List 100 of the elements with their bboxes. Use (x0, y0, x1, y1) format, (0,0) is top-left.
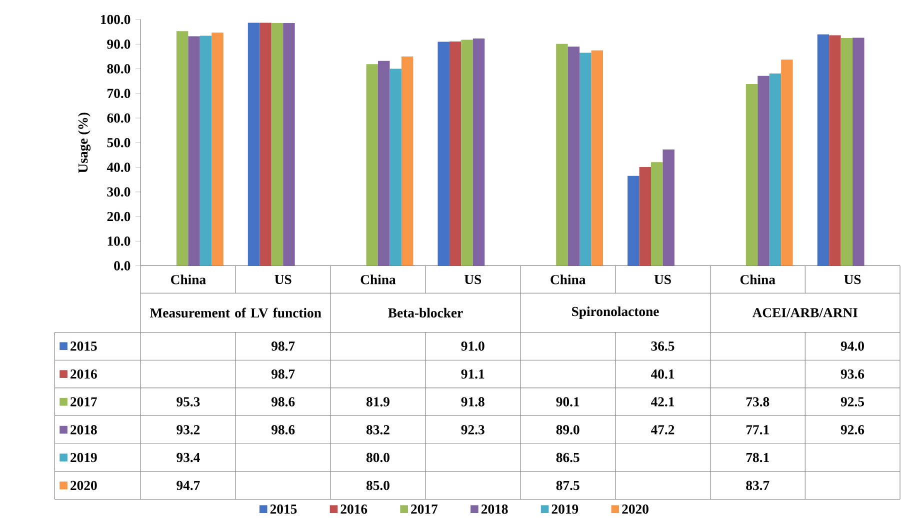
bar (366, 64, 378, 266)
data-label: 80.0 (366, 452, 390, 462)
data-label: 98.7 (272, 342, 295, 351)
legend-label: 2015 (70, 342, 97, 351)
data-label: 93.6 (840, 369, 864, 379)
x-tick-label: China (740, 274, 776, 284)
text: 2020 (70, 480, 97, 490)
bar (852, 38, 864, 266)
data-label: 91.1 (461, 369, 484, 379)
data-label: 85.0 (366, 480, 390, 490)
bar (662, 150, 674, 266)
bar (248, 22, 260, 266)
bar (200, 36, 212, 266)
y-tick-label: 30.0 (107, 187, 130, 197)
text: ACEI/ARB/ARNI (752, 308, 858, 318)
bar (378, 60, 390, 266)
data-label: 78.1 (746, 452, 769, 462)
data-label: 86.5 (556, 452, 580, 462)
data-label: 93.4 (176, 452, 200, 462)
data-label: 95.3 (176, 397, 200, 406)
data-label: 98.6 (272, 425, 295, 434)
y-tick-label: 40.0 (106, 162, 130, 172)
data-label: 81.9 (366, 397, 390, 407)
bar (651, 162, 663, 266)
x-tick-label: China (550, 274, 586, 284)
y-tick-label: 0.0 (114, 261, 130, 270)
bar (817, 34, 830, 266)
bar (769, 74, 782, 266)
bar (840, 38, 853, 266)
data-label: 91.8 (461, 397, 484, 407)
text: 2015 (270, 504, 297, 514)
data-label: 42.1 (650, 397, 674, 406)
bar (781, 60, 793, 266)
text: Beta-blocker (388, 308, 463, 318)
bar (746, 84, 758, 266)
y-tick-label: 20.0 (107, 212, 130, 222)
bar (461, 40, 473, 266)
y-tick-label: 50.0 (107, 138, 130, 148)
bar (401, 56, 414, 266)
bar (438, 42, 450, 266)
data-label: 94.7 (176, 480, 200, 490)
x-tick-label: US (844, 274, 861, 284)
data-label: 73.8 (746, 397, 770, 407)
y-axis-title: Usage (%) (78, 112, 91, 173)
y-tick-label: 100.0 (101, 14, 130, 24)
bar (176, 31, 188, 266)
bar (271, 23, 284, 266)
data-label: 92.6 (840, 425, 864, 434)
data-label: 83.7 (746, 480, 770, 490)
bar (283, 23, 295, 266)
legend-label: 2016 (70, 370, 97, 379)
data-label: 93.2 (176, 425, 200, 434)
legend-label: 2017 (70, 397, 97, 406)
x-tick-label: US (464, 274, 482, 284)
bar (829, 35, 841, 266)
bar (556, 44, 568, 266)
text: 2018 (481, 504, 508, 514)
data-label: 98.7 (272, 369, 295, 379)
data-label: 89.0 (556, 425, 580, 434)
y-tick-label: 90.0 (107, 40, 130, 49)
bar (758, 76, 770, 266)
legend-label: 2018 (70, 425, 97, 434)
data-label: 90.1 (556, 397, 580, 407)
data-label: 83.2 (366, 425, 390, 434)
bar (591, 50, 603, 266)
data-label: 94.0 (840, 342, 864, 351)
text: Measurement of LV function (150, 308, 322, 318)
x-tick-label: China (360, 274, 396, 284)
data-label: 92.3 (461, 425, 484, 434)
bar (472, 38, 485, 266)
bar (639, 167, 652, 266)
data-label: 40.1 (650, 369, 674, 379)
bar (628, 176, 640, 266)
data-label: 36.5 (651, 342, 674, 351)
y-tick-label: 10.0 (108, 236, 130, 246)
text: 2019 (552, 504, 578, 514)
data-label: 47.2 (650, 425, 674, 434)
data-label: 92.5 (840, 397, 864, 406)
bar (212, 32, 224, 266)
data-label: 87.5 (556, 480, 580, 490)
legend-label: 2019 (70, 452, 97, 462)
text: 2016 (340, 504, 368, 514)
bar (580, 52, 592, 266)
y-tick-label: 80.0 (107, 64, 130, 74)
x-tick-label: US (274, 274, 292, 284)
bar (568, 46, 580, 266)
x-tick-label: US (654, 274, 671, 284)
y-tick-label: 70.0 (108, 88, 130, 98)
bar (188, 36, 200, 266)
text: 2017 (411, 504, 438, 514)
bar (390, 68, 402, 266)
bar (449, 42, 462, 266)
data-label: 98.6 (272, 397, 295, 407)
data-label: 77.1 (746, 425, 769, 434)
bar (260, 22, 272, 266)
x-tick-label: China (171, 274, 206, 284)
legend-label: 2020 (622, 504, 648, 514)
data-label: 91.0 (461, 342, 484, 351)
text: Spironolactone (572, 306, 659, 319)
y-tick-label: 60.0 (107, 113, 130, 123)
